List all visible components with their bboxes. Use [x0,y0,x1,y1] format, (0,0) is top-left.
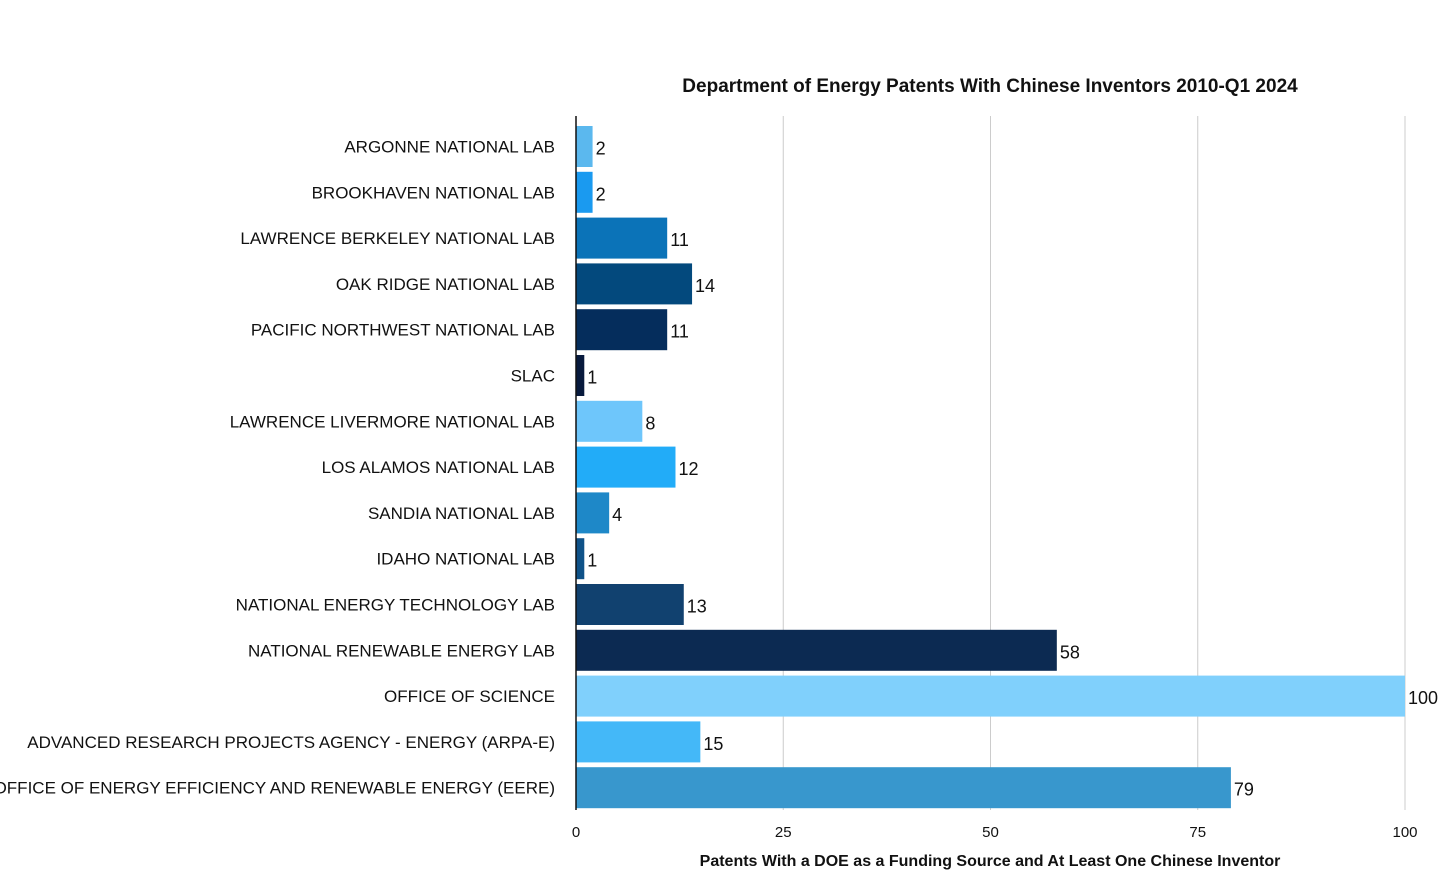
bar-2 [576,217,668,259]
bar-1 [576,171,593,213]
data-label-14: 79 [1234,780,1254,800]
x-tick-label-0: 0 [572,824,580,841]
x-tick-label-1: 25 [775,824,792,841]
bar-3 [576,263,693,305]
chart-title: Department of Energy Patents With Chines… [682,76,1298,97]
x-axis-ticks: 0 25 50 75 100 [572,824,1418,841]
bar-11 [576,629,1057,671]
data-label-12: 100 [1408,688,1438,708]
category-label-10: NATIONAL ENERGY TECHNOLOGY LAB [236,596,555,615]
category-label-5: SLAC [511,367,555,386]
data-label-1: 2 [596,184,606,204]
data-label-3: 14 [695,276,715,296]
bar-0 [576,126,593,167]
category-label-11: NATIONAL RENEWABLE ENERGY LAB [248,641,555,660]
data-label-11: 58 [1060,642,1080,662]
category-label-13: ADVANCED RESEARCH PROJECTS AGENCY - ENER… [27,733,555,752]
category-label-0: ARGONNE NATIONAL LAB [344,138,555,157]
bar-4 [576,309,668,351]
data-label-13: 15 [703,734,723,754]
data-label-6: 8 [645,413,655,433]
category-label-9: IDAHO NATIONAL LAB [376,550,555,569]
data-label-0: 2 [596,139,606,159]
category-label-14: OFFICE OF ENERGY EFFICIENCY AND RENEWABL… [0,779,555,798]
category-label-12: OFFICE OF SCIENCE [384,687,555,706]
x-tick-label-2: 50 [982,824,999,841]
category-label-7: LOS ALAMOS NATIONAL LAB [322,458,555,477]
data-label-7: 12 [678,459,698,479]
category-label-1: BROOKHAVEN NATIONAL LAB [312,183,555,202]
bar-12 [576,675,1405,717]
category-labels: ARGONNE NATIONAL LAB BROOKHAVEN NATIONAL … [0,138,555,798]
data-label-8: 4 [612,505,622,525]
bar-6 [576,400,643,442]
bar-14 [576,767,1231,809]
category-label-4: PACIFIC NORTHWEST NATIONAL LAB [251,321,555,340]
bar-8 [576,492,610,534]
x-tick-label-3: 75 [1189,824,1206,841]
bar-10 [576,584,684,625]
category-label-2: LAWRENCE BERKELEY NATIONAL LAB [240,229,555,248]
data-label-2: 11 [670,230,689,250]
data-label-10: 13 [687,597,707,617]
bars [576,126,1405,809]
bar-13 [576,721,701,763]
data-label-4: 11 [670,322,689,342]
bar-9 [576,538,585,580]
bar-7 [576,446,676,488]
category-label-8: SANDIA NATIONAL LAB [368,504,555,523]
x-axis-title: Patents With a DOE as a Funding Source a… [700,853,1281,870]
bar-5 [576,355,585,396]
category-label-6: LAWRENCE LIVERMORE NATIONAL LAB [230,412,555,431]
x-tick-label-4: 100 [1392,824,1417,841]
data-label-9: 1 [587,551,597,571]
category-label-3: OAK RIDGE NATIONAL LAB [336,275,555,294]
data-label-5: 1 [587,368,597,388]
